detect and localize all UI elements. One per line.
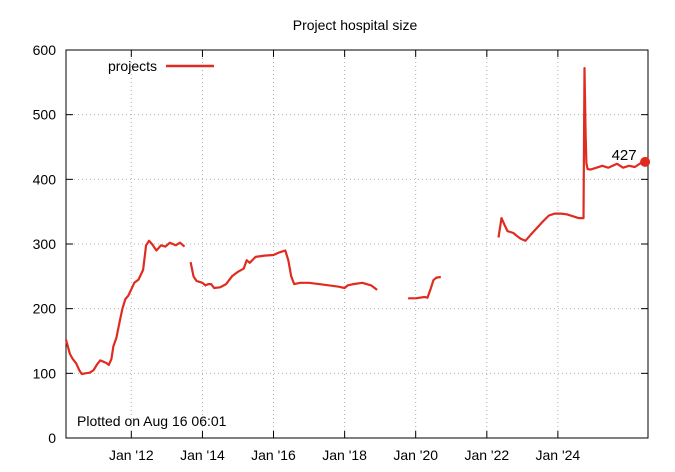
plotted-on-annotation: Plotted on Aug 16 06:01 — [77, 413, 227, 429]
y-tick-label: 0 — [48, 430, 56, 446]
series-line-segment — [408, 275, 441, 300]
y-tick-label: 500 — [33, 107, 57, 123]
series-line-segment — [64, 239, 186, 376]
y-tick-label: 600 — [33, 42, 57, 58]
series-line-segment — [497, 66, 646, 242]
x-tick-label: Jan '18 — [322, 447, 367, 463]
x-tick-label: Jan '24 — [536, 447, 581, 463]
x-tick-label: Jan '20 — [393, 447, 438, 463]
legend-label-projects: projects — [108, 58, 157, 74]
y-tick-label: 200 — [33, 301, 57, 317]
y-tick-label: 100 — [33, 365, 57, 381]
series-line-segment — [189, 249, 378, 291]
last-point-marker — [640, 156, 651, 167]
y-axis: 0 100 200 300 400 500 600 — [33, 42, 648, 446]
grid-lines — [66, 50, 648, 438]
x-tick-label: Jan '16 — [251, 447, 296, 463]
x-tick-label: Jan '12 — [109, 447, 154, 463]
chart-title: Project hospital size — [293, 17, 418, 33]
x-tick-label: Jan '22 — [464, 447, 509, 463]
legend: projects — [108, 58, 214, 74]
series-projects — [64, 66, 646, 376]
y-tick-label: 300 — [33, 236, 57, 252]
x-axis: Jan '12 Jan '14 Jan '16 Jan '18 Jan '20 Jan '… — [109, 50, 580, 463]
x-tick-label: Jan '14 — [180, 447, 225, 463]
last-value-label: 427 — [612, 147, 637, 164]
y-tick-label: 400 — [33, 171, 57, 187]
